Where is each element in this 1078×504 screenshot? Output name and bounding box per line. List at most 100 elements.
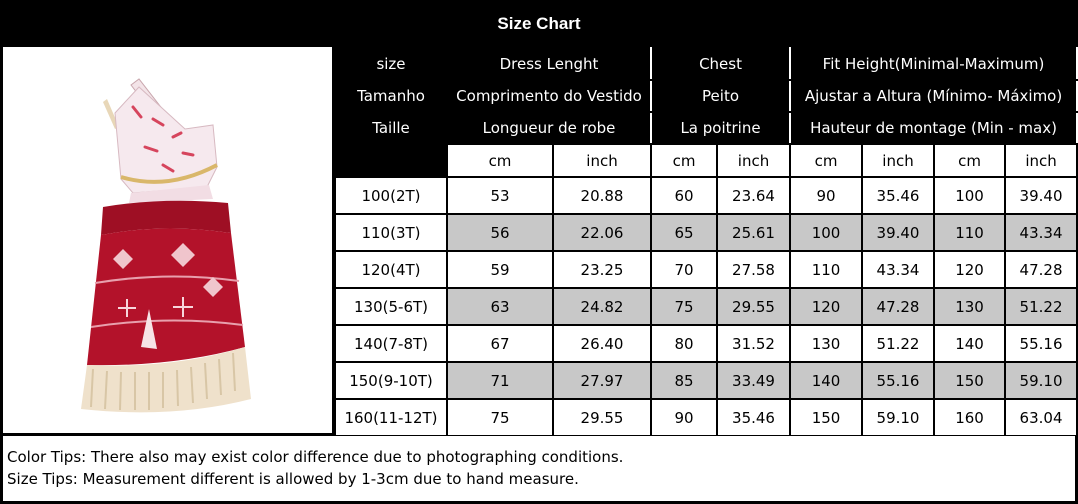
table-cell: 53	[446, 176, 554, 215]
table-cell: 24.82	[551, 287, 653, 326]
table-cell: 27.58	[716, 250, 792, 289]
table-cell: 85	[650, 361, 719, 400]
table-cell: 23.64	[716, 176, 792, 215]
table-cell: 71	[446, 361, 554, 400]
table-row: 100(2T) 53 20.88 60 23.64 90 35.46 100 3…	[334, 176, 1078, 215]
table-cell: 140	[933, 324, 1007, 363]
size-table: size Dress Lenght Chest Fit Height(Minim…	[334, 47, 1078, 437]
table-cell: 63	[446, 287, 554, 326]
table-cell: 51.22	[1004, 287, 1078, 326]
table-cell: 27.97	[551, 361, 653, 400]
table-row: 130(5-6T) 63 24.82 75 29.55 120 47.28 13…	[334, 287, 1078, 326]
table-cell: 47.28	[861, 287, 936, 326]
table-cell: 47.28	[1004, 250, 1078, 289]
table-cell: 67	[446, 324, 554, 363]
table-cell: 29.55	[716, 287, 792, 326]
table-cell: 70	[650, 250, 719, 289]
table-cell: 51.22	[861, 324, 936, 363]
chest-header: La poitrine	[650, 111, 792, 145]
size-tip: Size Tips: Measurement different is allo…	[7, 470, 579, 488]
table-cell: 160	[933, 398, 1007, 437]
table-cell: 130	[789, 324, 864, 363]
size-cell: 150(9-10T)	[334, 361, 448, 400]
size-header: size	[334, 47, 448, 81]
unit-label: inch	[1004, 143, 1078, 178]
chest-header: Peito	[650, 79, 792, 113]
table-cell: 20.88	[551, 176, 653, 215]
header-row-french: Taille Longueur de robe La poitrine Haut…	[334, 111, 1078, 145]
table-cell: 35.46	[716, 398, 792, 437]
unit-label: cm	[933, 143, 1007, 178]
units-row: cm inch cm inch cm inch cm inch	[334, 143, 1078, 178]
table-cell: 90	[650, 398, 719, 437]
table-row: 160(11-12T) 75 29.55 90 35.46 150 59.10 …	[334, 398, 1078, 437]
table-cell: 130	[933, 287, 1007, 326]
table-cell: 140	[789, 361, 864, 400]
table-cell: 56	[446, 213, 554, 252]
header-row-english: size Dress Lenght Chest Fit Height(Minim…	[334, 47, 1078, 81]
table-cell: 110	[933, 213, 1007, 252]
table-cell: 25.61	[716, 213, 792, 252]
table-row: 120(4T) 59 23.25 70 27.58 110 43.34 120 …	[334, 250, 1078, 289]
table-row: 150(9-10T) 71 27.97 85 33.49 140 55.16 1…	[334, 361, 1078, 400]
fit-height-header: Fit Height(Minimal-Maximum)	[789, 47, 1078, 81]
size-cell: 110(3T)	[334, 213, 448, 252]
table-cell: 35.46	[861, 176, 936, 215]
table-cell: 55.16	[861, 361, 936, 400]
table-cell: 55.16	[1004, 324, 1078, 363]
unit-label: inch	[861, 143, 936, 178]
table-cell: 39.40	[861, 213, 936, 252]
dress-illustration	[81, 78, 251, 413]
size-cell: 140(7-8T)	[334, 324, 448, 363]
table-cell: 90	[789, 176, 864, 215]
table-cell: 26.40	[551, 324, 653, 363]
table-cell: 75	[650, 287, 719, 326]
table-cell: 39.40	[1004, 176, 1078, 215]
unit-label: inch	[551, 143, 653, 178]
size-header: Tamanho	[334, 79, 448, 113]
table-cell: 29.55	[551, 398, 653, 437]
unit-label: cm	[789, 143, 864, 178]
table-cell: 59.10	[1004, 361, 1078, 400]
dress-length-header: Dress Lenght	[445, 47, 653, 81]
table-cell: 150	[933, 361, 1007, 400]
table-cell: 59.10	[861, 398, 936, 437]
size-cell: 160(11-12T)	[334, 398, 448, 437]
table-cell: 120	[789, 287, 864, 326]
table-cell: 65	[650, 213, 719, 252]
table-cell: 80	[650, 324, 719, 363]
table-cell: 23.25	[551, 250, 653, 289]
size-cell: 130(5-6T)	[334, 287, 448, 326]
dress-length-header: Comprimento do Vestido	[445, 79, 653, 113]
table-cell: 150	[789, 398, 864, 437]
header-row-portuguese: Tamanho Comprimento do Vestido Peito Aju…	[334, 79, 1078, 113]
table-cell: 63.04	[1004, 398, 1078, 437]
table-row: 110(3T) 56 22.06 65 25.61 100 39.40 110 …	[334, 213, 1078, 252]
table-cell: 100	[933, 176, 1007, 215]
unit-label: cm	[650, 143, 719, 178]
table-row: 140(7-8T) 67 26.40 80 31.52 130 51.22 14…	[334, 324, 1078, 363]
size-cell: 120(4T)	[334, 250, 448, 289]
table-cell: 110	[789, 250, 864, 289]
tips-panel: Color Tips: There also may exist color d…	[3, 436, 1075, 501]
table-cell: 43.34	[861, 250, 936, 289]
units-blank-cell	[334, 143, 448, 178]
table-cell: 43.34	[1004, 213, 1078, 252]
color-tip: Color Tips: There also may exist color d…	[7, 448, 624, 466]
size-cell: 100(2T)	[334, 176, 448, 215]
table-cell: 22.06	[551, 213, 653, 252]
dress-length-header: Longueur de robe	[445, 111, 653, 145]
unit-label: inch	[716, 143, 792, 178]
chart-title: Size Chart	[0, 0, 1078, 47]
fit-height-header: Hauteur de montage (Min - max)	[789, 111, 1078, 145]
fit-height-header: Ajustar a Altura (Mínimo- Máximo)	[789, 79, 1078, 113]
table-cell: 59	[446, 250, 554, 289]
table-cell: 33.49	[716, 361, 792, 400]
table-cell: 100	[789, 213, 864, 252]
dress-product-photo	[3, 47, 332, 433]
table-cell: 120	[933, 250, 1007, 289]
table-cell: 60	[650, 176, 719, 215]
unit-label: cm	[446, 143, 554, 178]
table-cell: 31.52	[716, 324, 792, 363]
